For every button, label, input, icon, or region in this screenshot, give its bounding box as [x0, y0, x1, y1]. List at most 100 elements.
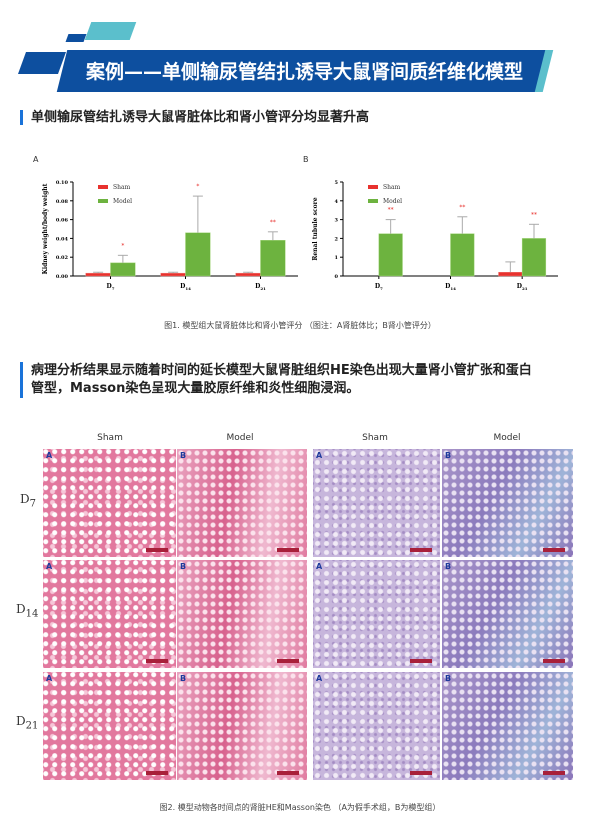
bar-model — [378, 233, 403, 277]
significance-mark: ** — [531, 211, 537, 218]
scale-bar — [146, 659, 168, 663]
histology-image: B — [176, 671, 308, 781]
panel-label: A — [33, 155, 39, 164]
bar-sham — [498, 271, 523, 277]
histology-image: B — [441, 559, 574, 669]
histology-image: B — [441, 671, 574, 781]
decor-shape — [65, 34, 87, 42]
panel-label: B — [180, 451, 187, 460]
scale-bar — [277, 548, 299, 552]
histology-image: A — [312, 559, 441, 669]
histology-image: B — [176, 448, 308, 558]
heading-line: 病理分析结果显示随着时间的延长模型大鼠肾脏组织HE染色出现大量肾小管扩张和蛋白 — [31, 363, 532, 378]
bar-model — [450, 233, 475, 277]
x-tick-label: D21 — [255, 283, 266, 291]
bar-sham — [85, 272, 111, 277]
y-tick-label: 5 — [335, 180, 339, 186]
y-tick-label: 4 — [335, 199, 339, 205]
x-tick-label: D7 — [375, 283, 383, 291]
row-label: D21 — [16, 714, 39, 732]
histology-image: A — [312, 448, 441, 558]
scale-bar — [543, 548, 565, 552]
bar-sham — [235, 272, 261, 277]
row-label: D14 — [16, 602, 39, 620]
scale-bar — [277, 659, 299, 663]
column-header: Sham — [97, 433, 123, 443]
histology-image: A — [42, 671, 177, 781]
y-tick-label: 0.10 — [56, 180, 69, 186]
histology-image: B — [176, 559, 308, 669]
bar-model — [185, 232, 211, 277]
page-title: 案例——单侧输尿管结扎诱导大鼠肾间质纤维化模型 — [86, 61, 524, 83]
bar-model — [260, 240, 286, 277]
panel-label: A — [316, 562, 323, 571]
column-header: Model — [226, 433, 254, 443]
scale-bar — [146, 548, 168, 552]
y-axis-label: Renal tubule score — [312, 197, 319, 260]
legend-swatch — [368, 185, 378, 189]
x-tick-label: D7 — [107, 283, 115, 291]
legend-label: Sham — [383, 184, 401, 191]
row-label: D7 — [20, 492, 36, 510]
y-tick-label: 0.00 — [56, 274, 69, 280]
legend-swatch — [98, 185, 108, 189]
scale-bar — [410, 659, 432, 663]
panel-label: A — [46, 674, 53, 683]
panel-label: B — [445, 562, 452, 571]
scale-bar — [277, 771, 299, 775]
scale-bar — [146, 771, 168, 775]
bar-sham — [160, 272, 186, 277]
decor-shape — [84, 22, 137, 40]
panel-label: B — [445, 451, 452, 460]
significance-mark: ** — [388, 207, 394, 214]
figure1-caption: 图1. 模型组大鼠肾脏体比和肾小管评分 （图注：A肾脏体比；B肾小管评分） — [164, 321, 436, 330]
panel-label: B — [180, 674, 187, 683]
y-tick-label: 0.04 — [56, 236, 69, 242]
panel-label: A — [316, 674, 323, 683]
legend-label: Model — [113, 198, 132, 205]
panel-label: B — [445, 674, 452, 683]
y-tick-label: 3 — [335, 218, 339, 224]
significance-mark: * — [121, 242, 124, 249]
y-tick-label: 0.06 — [56, 218, 69, 224]
significance-mark: ** — [270, 219, 276, 226]
section-heading-2: 病理分析结果显示随着时间的延长模型大鼠肾脏组织HE染色出现大量肾小管扩张和蛋白 … — [20, 362, 532, 398]
histology-image: A — [312, 671, 441, 781]
heading-line: 管型，Masson染色呈现大量胶原纤维和炎性细胞浸润。 — [31, 381, 360, 396]
panel-label: A — [316, 451, 323, 460]
histology-image: B — [441, 448, 574, 558]
panel-label: A — [46, 451, 53, 460]
x-tick-label: D14 — [180, 283, 191, 291]
x-tick-label: D14 — [445, 283, 456, 291]
panel-label: A — [46, 562, 53, 571]
scale-bar — [410, 771, 432, 775]
histology-image: A — [42, 559, 177, 669]
x-tick-label: D21 — [517, 283, 528, 291]
y-tick-label: 2 — [335, 236, 339, 242]
legend-label: Model — [383, 198, 402, 205]
significance-mark: * — [196, 183, 199, 190]
legend-swatch — [368, 199, 378, 203]
y-tick-label: 1 — [335, 255, 338, 261]
y-tick-label: 0.08 — [56, 199, 69, 205]
panel-label: B — [303, 155, 309, 164]
y-tick-label: 0.02 — [56, 255, 69, 261]
panel-label: B — [180, 562, 187, 571]
y-tick-label: 0 — [335, 274, 339, 280]
histology-image: A — [42, 448, 177, 558]
significance-mark: ** — [459, 204, 465, 211]
figure2-caption: 图2. 模型动物各时间点的肾脏HE和Masson染色 （A为假手术组，B为模型组… — [159, 803, 441, 812]
y-axis-label: Kidney weight/body weight — [42, 183, 49, 274]
chart-tubule-score: B 0 1 2 3 4 5 Renal tubule score D7 ** D14 ** D21 ** S… — [303, 155, 558, 291]
decor-shape — [17, 52, 67, 74]
scale-bar — [410, 548, 432, 552]
legend-label: Sham — [113, 184, 131, 191]
legend-swatch — [98, 199, 108, 203]
bar-model — [521, 238, 547, 277]
column-header: Sham — [362, 433, 388, 443]
column-header: Model — [493, 433, 521, 443]
scale-bar — [543, 771, 565, 775]
section-heading: 单侧输尿管结扎诱导大鼠肾脏体比和肾小管评分均显著升高 — [20, 110, 369, 125]
scale-bar — [543, 659, 565, 663]
